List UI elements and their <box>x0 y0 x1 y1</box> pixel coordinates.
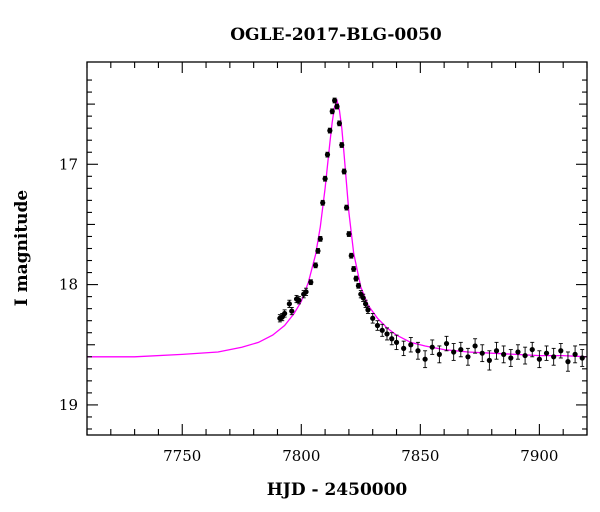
data-point <box>436 345 442 364</box>
data-point <box>362 299 369 308</box>
plot-area <box>87 97 587 372</box>
data-point <box>501 345 507 364</box>
data-point <box>370 313 376 324</box>
data-point <box>343 204 350 211</box>
data-point <box>508 349 514 367</box>
axis-ticks: 7750 7800 7850 7900 17 18 19 <box>59 62 588 465</box>
data-point <box>429 339 435 355</box>
data-point <box>351 266 357 272</box>
data-point <box>565 351 571 372</box>
data-point <box>353 275 359 282</box>
data-point <box>579 349 585 367</box>
model-fit-curve <box>87 98 587 358</box>
plot-frame <box>86 61 588 436</box>
data-point <box>458 341 464 358</box>
data-point <box>322 175 328 182</box>
data-point <box>536 350 542 369</box>
data-point <box>443 335 450 352</box>
data-point <box>479 344 485 363</box>
data-point <box>522 346 528 365</box>
x-tick-label: 7750 <box>163 447 201 465</box>
data-point <box>324 151 331 158</box>
data-point <box>401 340 407 357</box>
y-axis-label: I magnitude <box>12 190 32 307</box>
y-tick-label: 18 <box>59 276 78 294</box>
data-point <box>558 343 564 359</box>
data-point <box>408 337 414 353</box>
data-point <box>551 347 557 366</box>
data-point <box>451 343 457 361</box>
data-point <box>486 350 492 371</box>
data-point <box>360 293 366 302</box>
data-point <box>336 120 342 127</box>
data-point <box>472 338 478 354</box>
x-tick-label: 7800 <box>282 447 320 465</box>
data-point <box>355 282 362 289</box>
data-point <box>317 236 323 242</box>
chart-title: OGLE-2017-BLG-0050 <box>230 25 442 45</box>
data-point <box>286 299 292 308</box>
data-point <box>379 323 385 337</box>
data-point <box>465 347 471 366</box>
data-point <box>415 341 421 360</box>
data-point <box>393 334 400 351</box>
data-point <box>384 327 390 341</box>
data-point <box>308 279 314 286</box>
data-point <box>572 345 578 364</box>
data-point <box>515 344 521 360</box>
data-point <box>296 296 302 305</box>
data-point <box>529 341 535 358</box>
data-point <box>348 252 354 259</box>
data-point <box>346 231 352 237</box>
data-point <box>329 108 335 115</box>
x-tick-label: 7850 <box>401 447 439 465</box>
data-point <box>332 97 338 104</box>
y-tick-label: 19 <box>59 396 78 414</box>
data-point <box>320 199 326 206</box>
data-point <box>339 142 345 148</box>
data-point <box>315 248 321 254</box>
data-point <box>341 168 347 175</box>
data-point <box>282 309 288 318</box>
x-tick-label: 7900 <box>520 447 558 465</box>
data-point <box>334 103 340 110</box>
data-point <box>543 345 550 361</box>
data-point <box>289 307 295 316</box>
data-point <box>365 305 371 314</box>
data-point <box>327 127 333 134</box>
data-point <box>422 350 428 369</box>
data-point <box>303 287 309 296</box>
data-point <box>493 341 500 360</box>
data-point <box>312 262 319 269</box>
x-axis-label: HJD - 2450000 <box>267 480 408 500</box>
y-tick-label: 17 <box>59 155 78 173</box>
data-point <box>389 332 395 346</box>
data-point <box>374 320 381 331</box>
